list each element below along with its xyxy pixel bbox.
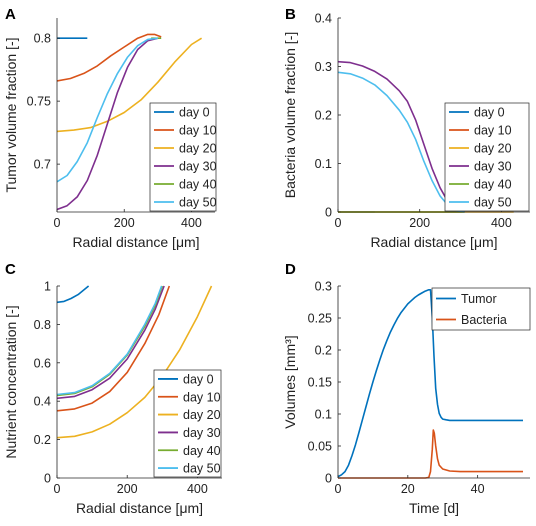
panel-label: D xyxy=(285,261,296,278)
legend-label: day 0 xyxy=(183,372,214,386)
x-axis-label: Radial distance [μm] xyxy=(370,234,497,250)
series-line-day-20 xyxy=(57,285,213,439)
series-line-day-30 xyxy=(57,37,159,211)
legend-label: day 10 xyxy=(183,390,221,404)
y-tick-label: 0.3 xyxy=(315,280,332,294)
legend-label: day 40 xyxy=(474,178,512,192)
legend-label: day 50 xyxy=(474,196,512,210)
y-tick-label: 0.4 xyxy=(34,395,51,409)
x-axis-label: Radial distance [μm] xyxy=(72,234,199,250)
legend: Tumor Bacteria xyxy=(431,287,531,331)
panel-label: A xyxy=(5,6,16,23)
legend-box xyxy=(153,369,222,478)
y-tick-label: 0.8 xyxy=(34,32,51,46)
y-tick-label: 0 xyxy=(325,206,332,220)
legend: day 0 day 10 day 20 day 30 day 40 day 50 xyxy=(149,102,217,212)
y-axis-label: Volumes [mm³] xyxy=(282,335,298,428)
series-line-day-10 xyxy=(57,285,171,412)
y-tick-label: 0 xyxy=(325,472,332,486)
x-tick-label: 0 xyxy=(335,482,342,496)
panel-B: B 0 200 400 0 0.1 0.2 0.3 0.4 Radial distance [μm… xyxy=(282,6,530,250)
y-tick-label: 1 xyxy=(44,280,51,294)
legend-box xyxy=(431,287,531,331)
legend-label: day 40 xyxy=(179,178,217,192)
y-axis-label: Nutrient concentration [-] xyxy=(3,305,19,458)
legend-label: Tumor xyxy=(461,292,497,306)
legend: day 0 day 10 day 20 day 30 day 40 day 50 xyxy=(444,102,530,212)
y-tick-label: 0.2 xyxy=(315,344,332,358)
series-line-day-50 xyxy=(57,37,158,183)
panel-D: D 0 20 40 0 0.05 0.1 0.15 0.2 0.25 0.3 Time [d] Volu… xyxy=(282,261,531,516)
x-tick-label: 400 xyxy=(181,216,202,230)
legend-label: day 10 xyxy=(179,124,217,138)
x-tick-label: 0 xyxy=(335,216,342,230)
series-line-day-50 xyxy=(57,285,163,396)
y-tick-label: 0.6 xyxy=(34,356,51,370)
x-tick-label: 0 xyxy=(54,482,61,496)
x-tick-label: 400 xyxy=(491,216,512,230)
x-tick-label: 0 xyxy=(54,216,61,230)
y-tick-label: 0.1 xyxy=(315,408,332,422)
panel-C: C 0 200 400 0 0.2 0.4 0.6 0.8 1 Radial distance [μ… xyxy=(3,261,222,516)
legend-box xyxy=(444,102,530,212)
x-tick-label: 200 xyxy=(114,216,135,230)
y-axis-label: Bacteria volume fraction [-] xyxy=(282,32,298,199)
panel-A: A 0 200 400 0.7 0.75 0.8 Radial distance [μm] Tu… xyxy=(3,6,217,250)
x-tick-label: 20 xyxy=(401,482,415,496)
series-line-day-10 xyxy=(57,33,162,82)
series-line-day-0 xyxy=(57,285,90,304)
y-tick-label: 0.7 xyxy=(34,158,51,172)
series-line-day-30 xyxy=(57,285,165,400)
y-tick-label: 0.2 xyxy=(34,433,51,447)
x-axis-label: Time [d] xyxy=(409,500,459,516)
legend-label: day 0 xyxy=(179,106,210,120)
y-tick-label: 0.4 xyxy=(315,12,332,26)
legend-label: day 50 xyxy=(179,196,217,210)
y-tick-label: 0.25 xyxy=(308,312,332,326)
series-line-bacteria xyxy=(338,429,523,479)
x-tick-label: 400 xyxy=(187,482,208,496)
y-tick-label: 0.15 xyxy=(308,376,332,390)
legend-label: day 40 xyxy=(183,444,221,458)
y-tick-label: 0.8 xyxy=(34,318,51,332)
panel-label: B xyxy=(285,6,296,23)
legend-label: day 20 xyxy=(183,408,221,422)
y-tick-label: 0.2 xyxy=(315,109,332,123)
y-tick-label: 0 xyxy=(44,472,51,486)
panel-label: C xyxy=(5,261,16,278)
y-tick-label: 0.3 xyxy=(315,60,332,74)
x-tick-label: 40 xyxy=(471,482,485,496)
legend-label: day 50 xyxy=(183,462,221,476)
y-tick-label: 0.05 xyxy=(308,440,332,454)
x-tick-label: 200 xyxy=(117,482,138,496)
y-axis-label: Tumor volume fraction [-] xyxy=(3,37,19,192)
x-axis-label: Radial distance [μm] xyxy=(76,500,203,516)
legend-label: day 30 xyxy=(474,160,512,174)
legend-label: day 30 xyxy=(179,160,217,174)
series-line-tumor xyxy=(338,288,523,478)
x-tick-label: 200 xyxy=(409,216,430,230)
series-line-day-20 xyxy=(57,37,203,133)
legend-label: day 20 xyxy=(474,142,512,156)
legend-label: day 0 xyxy=(474,106,505,120)
y-tick-label: 0.75 xyxy=(27,95,51,109)
y-tick-label: 0.1 xyxy=(315,157,332,171)
legend-label: day 10 xyxy=(474,124,512,138)
legend: day 0 day 10 day 20 day 30 day 40 day 50 xyxy=(153,369,222,478)
legend-box xyxy=(149,102,217,212)
legend-label: Bacteria xyxy=(461,313,507,327)
legend-label: day 30 xyxy=(183,426,221,440)
legend-label: day 20 xyxy=(179,142,217,156)
